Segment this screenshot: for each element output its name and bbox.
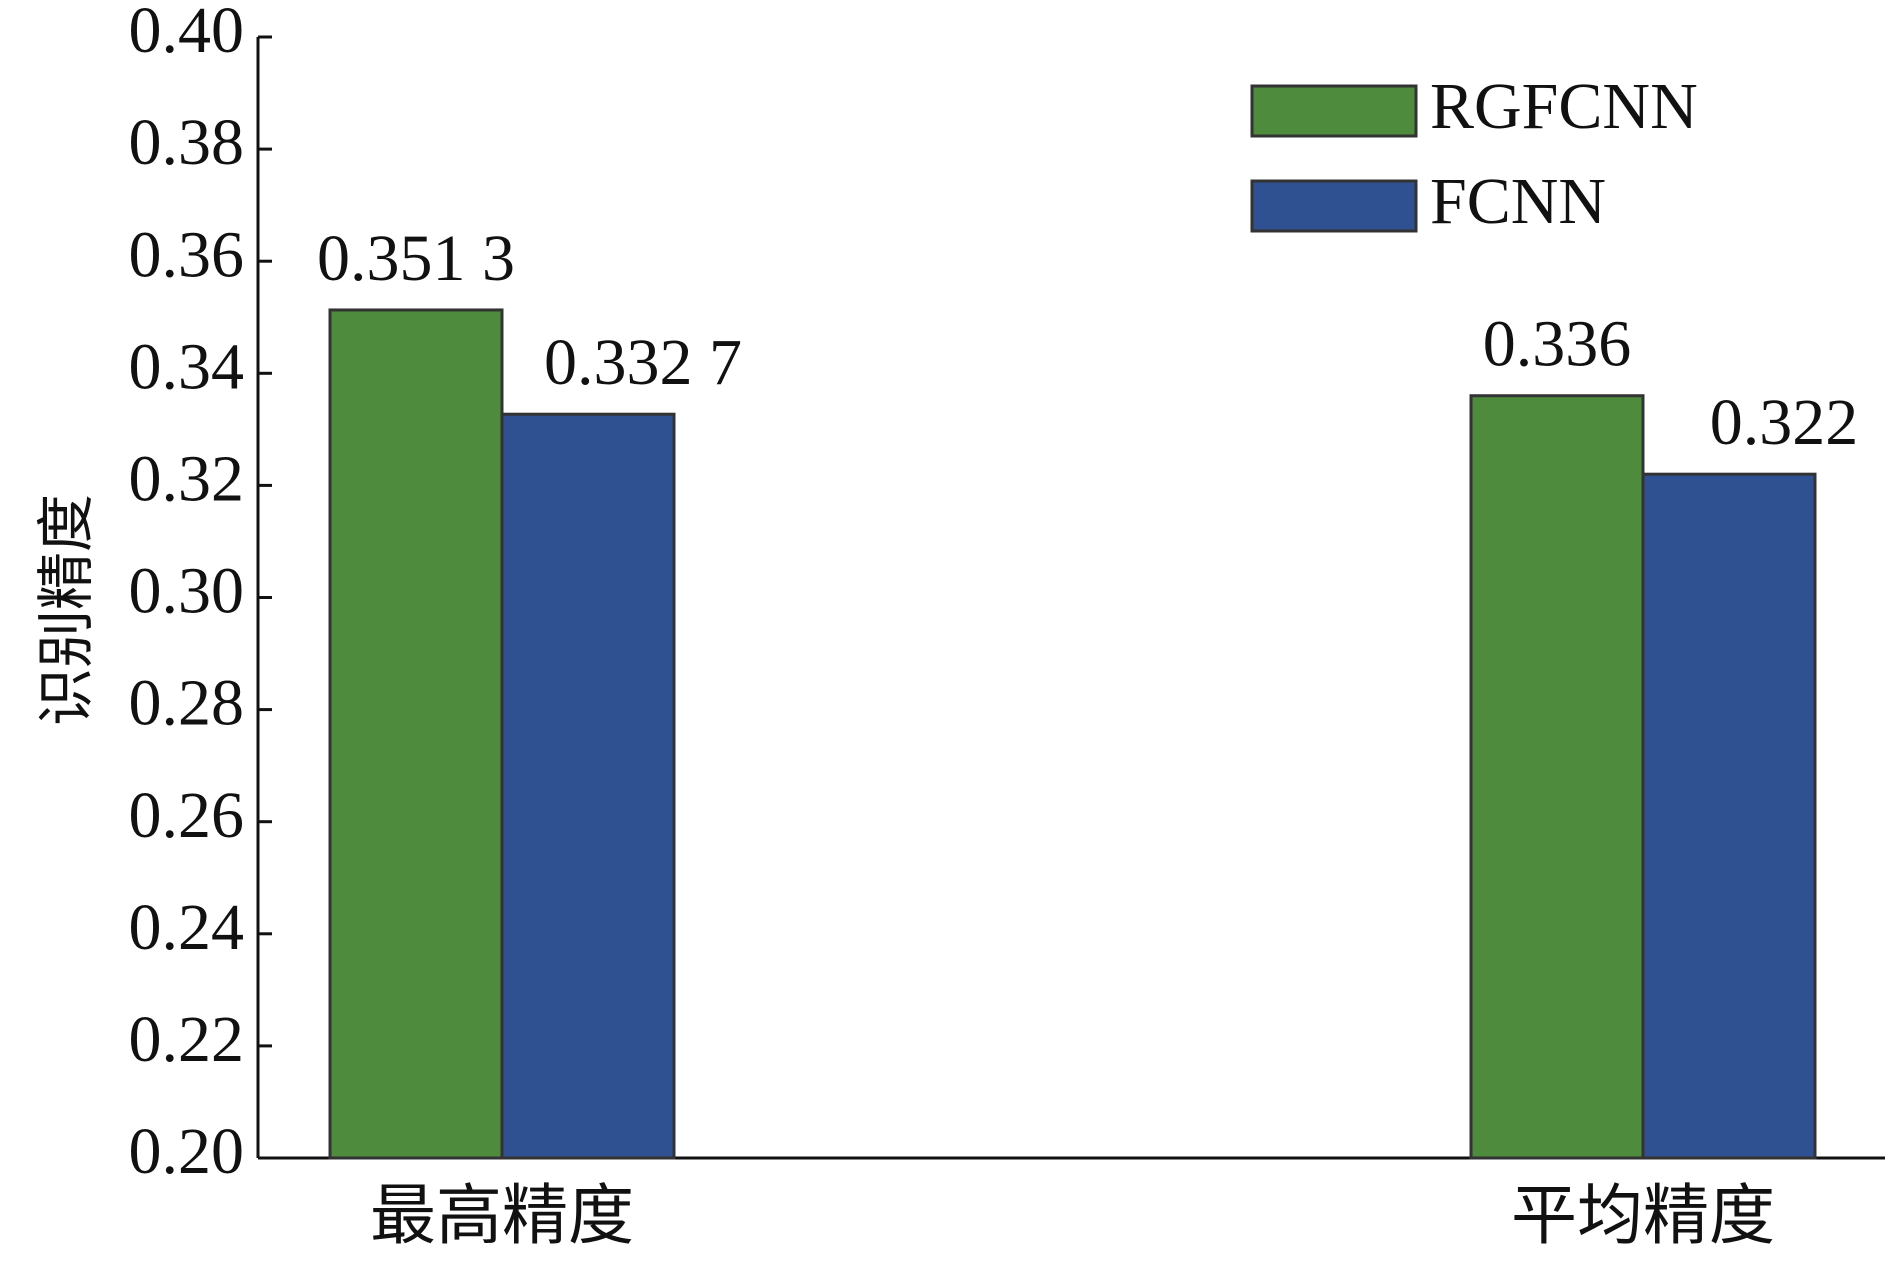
bar-fcnn-0	[500, 412, 676, 1160]
category-label-1: 平均精度	[1511, 1180, 1775, 1253]
data-label-rgfcnn-0: 0.351 3	[317, 222, 515, 295]
y-tick-label-5: 0.30	[129, 555, 245, 628]
y-tick-label-10: 0.40	[129, 0, 245, 67]
category-label-0: 最高精度	[370, 1180, 634, 1253]
data-label-fcnn-1: 0.322	[1710, 386, 1859, 459]
y-tick-label-2: 0.24	[129, 891, 245, 964]
y-axis-label: 识别精度	[32, 494, 100, 726]
y-tick-label-1: 0.22	[129, 1003, 245, 1076]
y-tick-label-7: 0.34	[129, 330, 245, 403]
legend-swatch-rgfcnn	[1250, 84, 1418, 138]
y-tick-label-3: 0.26	[129, 779, 245, 852]
y-tick-label-0: 0.20	[129, 1115, 245, 1188]
bar-rgfcnn-1	[1469, 394, 1645, 1160]
legend-label-rgfcnn: RGFCNN	[1430, 70, 1698, 143]
bar-rgfcnn-0	[328, 308, 504, 1160]
data-label-rgfcnn-1: 0.336	[1483, 308, 1632, 381]
y-tick-label-4: 0.28	[129, 667, 245, 740]
legend: RGFCNN FCNN	[1250, 70, 1698, 238]
legend-label-fcnn: FCNN	[1430, 165, 1606, 238]
y-tick-label-8: 0.36	[129, 218, 245, 291]
plot-area: 0.20 0.22 0.24 0.26 0.28 0.30 0.32 0.34 0.36 0.38…	[129, 0, 1885, 1253]
data-label-fcnn-0: 0.332 7	[544, 326, 742, 399]
bar-fcnn-1	[1641, 472, 1817, 1160]
y-tick-label-6: 0.32	[129, 443, 245, 516]
y-tick-label-9: 0.38	[129, 106, 245, 179]
legend-swatch-fcnn	[1250, 179, 1418, 233]
